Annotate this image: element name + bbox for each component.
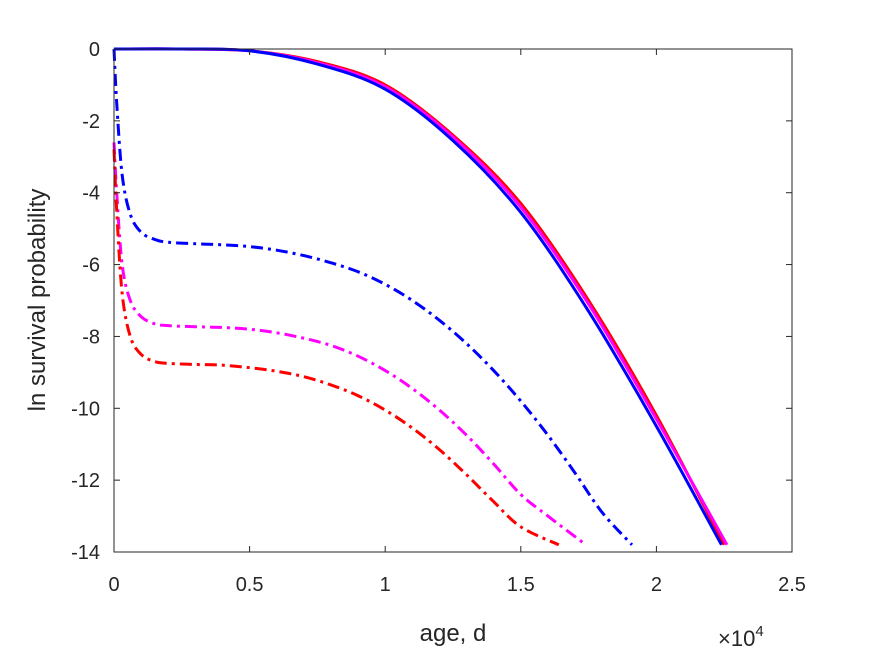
x-tick-label: 2	[651, 574, 662, 596]
labels-layer: 0 0.5 1 1.5 2 2.5 0 -2 -4 -6 -8 -10 -12 -14	[71, 39, 806, 596]
x-tick-label: 0.5	[236, 574, 264, 596]
ticks-layer	[113, 48, 793, 553]
y-tick-label: -8	[82, 326, 100, 348]
x-tick-label: 0	[108, 574, 119, 596]
x-tick-label: 1.5	[507, 574, 535, 596]
y-axis-label: ln survival probability	[24, 189, 51, 412]
series-line-4	[112, 48, 634, 546]
y-tick-label: -6	[82, 255, 100, 277]
y-tick-label: -12	[71, 470, 100, 492]
plot-box	[113, 48, 793, 553]
x-exponent-base: ×10	[718, 626, 755, 651]
series-line-5	[112, 142, 587, 547]
y-tick-label: -10	[71, 398, 100, 420]
x-tick-label: 2.5	[778, 574, 806, 596]
y-tick-label: -14	[71, 542, 100, 564]
y-tick-label: 0	[89, 39, 100, 61]
x-tick-label: 1	[380, 574, 391, 596]
x-exponent-power: 4	[755, 623, 763, 640]
y-tick-label: -2	[82, 111, 100, 133]
x-axis-exponent: ×104	[718, 623, 764, 651]
series-line-6	[112, 149, 560, 547]
x-axis-label: age, d	[420, 620, 487, 647]
y-tick-label: -4	[82, 183, 100, 205]
